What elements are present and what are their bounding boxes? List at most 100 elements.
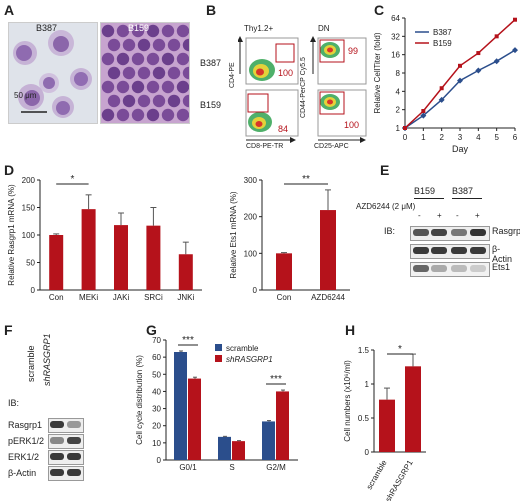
blot-e-sign-3: - (456, 211, 459, 220)
chart-D2-ytick-label: 100 (244, 249, 258, 258)
chart-D1-sig-label: * (70, 174, 74, 185)
chart-G-bar (174, 352, 187, 460)
western-blot-e: B159 B387 AZD6244 (2 μM) - + - + IB: Ras… (356, 178, 520, 308)
gate-value-2: 99 (348, 46, 358, 56)
b159-cell (146, 52, 160, 66)
chart-H-ylabel: Cell numbers (x10⁶/ml) (343, 360, 352, 442)
panel-label-b: B (206, 2, 217, 18)
b159-cell (107, 94, 121, 108)
b159-cell (131, 24, 145, 38)
b159-cell (152, 94, 166, 108)
blot-e-ets1 (410, 262, 490, 277)
chart-G-sig-label: *** (182, 335, 194, 346)
flow-col-dn: DN (318, 24, 330, 33)
chart-D2-xtick-label: Con (277, 293, 292, 302)
chart-D1-bar (49, 235, 64, 290)
flow-row-b387: B387 (200, 58, 222, 68)
chart-G-xtick-label: G2/M (266, 463, 286, 472)
flow-col-thy: Thy1.2+ (244, 24, 274, 33)
b159-cell (131, 108, 145, 122)
chart-G-ytick-label: 60 (152, 353, 161, 362)
b159-cell (182, 38, 189, 52)
chart-H-sig-label: * (398, 344, 402, 355)
chart-G-bar (218, 436, 231, 460)
scale-bar-label: 50 μm (14, 91, 37, 100)
chart-c-point (513, 17, 517, 22)
b159-cell (116, 80, 130, 94)
b159-cell (107, 38, 121, 52)
b159-cell (137, 94, 151, 108)
chart-G-ytick-label: 0 (157, 456, 162, 465)
blot-f-band-perk (48, 434, 84, 449)
chart-c-point (475, 67, 482, 74)
blot-f-band-erk (48, 450, 84, 465)
b159-cell (131, 80, 145, 94)
chart-c-xtick-label: 1 (421, 133, 426, 142)
chart-D1-xtick-label: JNKi (177, 293, 194, 302)
chart-G-ytick-label: 40 (152, 387, 161, 396)
chart-c-point (420, 112, 427, 119)
b159-cell (146, 108, 160, 122)
chart-D1-ylabel: Relative Rasgrp1 mRNA (%) (7, 184, 16, 286)
b159-cell (137, 66, 151, 80)
flow-plot-4: 100 (317, 89, 367, 137)
chart-D2-bar (276, 253, 292, 290)
blot-f-band-rasgrp1 (48, 418, 84, 433)
chart-H-ytick-label: 0.5 (358, 414, 370, 423)
chart-D1-ytick-label: 150 (22, 204, 36, 213)
panel-label-g: G (146, 322, 157, 338)
chart-G-xtick-label: G0/1 (179, 463, 197, 472)
chart-D2-xtick-label: AZD6244 (311, 293, 345, 302)
chart-c-point (438, 96, 445, 103)
blot-e-label-rasgrp1: Rasgrp1 (492, 226, 520, 236)
chart-G-legend-label: scramble (226, 344, 259, 353)
chart-c-point (493, 58, 500, 65)
flow-plot-2: 99 (317, 37, 367, 85)
chart-G-legend-swatch (215, 344, 222, 351)
chart-c-xlabel: Day (452, 144, 469, 154)
flow-plot-3: 84 (245, 89, 299, 137)
b159-cell (167, 94, 181, 108)
chart-c-point (403, 126, 407, 130)
chart-D1-ytick-label: 100 (22, 231, 36, 240)
chart-G-bar (276, 391, 289, 460)
chart-c-xtick-label: 2 (439, 133, 444, 142)
chart-c-legend-label: B387 (433, 28, 452, 37)
blot-f-col-scramble: scramble (26, 345, 36, 382)
chart-H-ytick-label: 0 (365, 448, 370, 457)
b159-cell (101, 108, 115, 122)
chart-G-ylabel: Cell cycle distribution (%) (135, 355, 144, 445)
b159-cell (131, 52, 145, 66)
chart-G-xtick-label: S (229, 463, 234, 472)
panel-label-c: C (374, 2, 385, 18)
chart-H-ytick-label: 1.5 (358, 346, 370, 355)
chart-c-point (458, 63, 462, 68)
b159-cell (152, 38, 166, 52)
b159-cell (167, 38, 181, 52)
chart-D1-bar (81, 209, 96, 290)
chart-G-ytick-label: 70 (152, 336, 161, 345)
b159-cell (161, 24, 175, 38)
micrograph-b159-cells (101, 24, 189, 122)
b159-cell (161, 52, 175, 66)
b159-cell (161, 80, 175, 94)
chart-G-ytick-label: 50 (152, 370, 161, 379)
chart-c-xtick-label: 4 (476, 133, 481, 142)
chart-c-ytick-label: 4 (396, 87, 401, 96)
chart-D2-sig-label: ** (302, 174, 310, 185)
b159-cell (116, 52, 130, 66)
micrograph-title-b159: B159 (128, 23, 150, 33)
chart-c-point (421, 109, 426, 114)
chart-H-xtick-label: shRASGRP1 (384, 458, 415, 501)
b159-cell (116, 24, 130, 38)
blot-f-label-actin: β-Actin (8, 468, 37, 478)
chart-c-xtick-label: 3 (458, 133, 463, 142)
gate-value-3: 84 (278, 124, 288, 134)
flow-xaxis-cd25: CD25-APC (314, 143, 349, 150)
b159-cell (182, 66, 189, 80)
chart-D1-xtick-label: JAKi (113, 293, 130, 302)
micrograph-title-b387: B387 (36, 23, 58, 33)
b159-cell (122, 94, 136, 108)
b159-cell (101, 52, 115, 66)
